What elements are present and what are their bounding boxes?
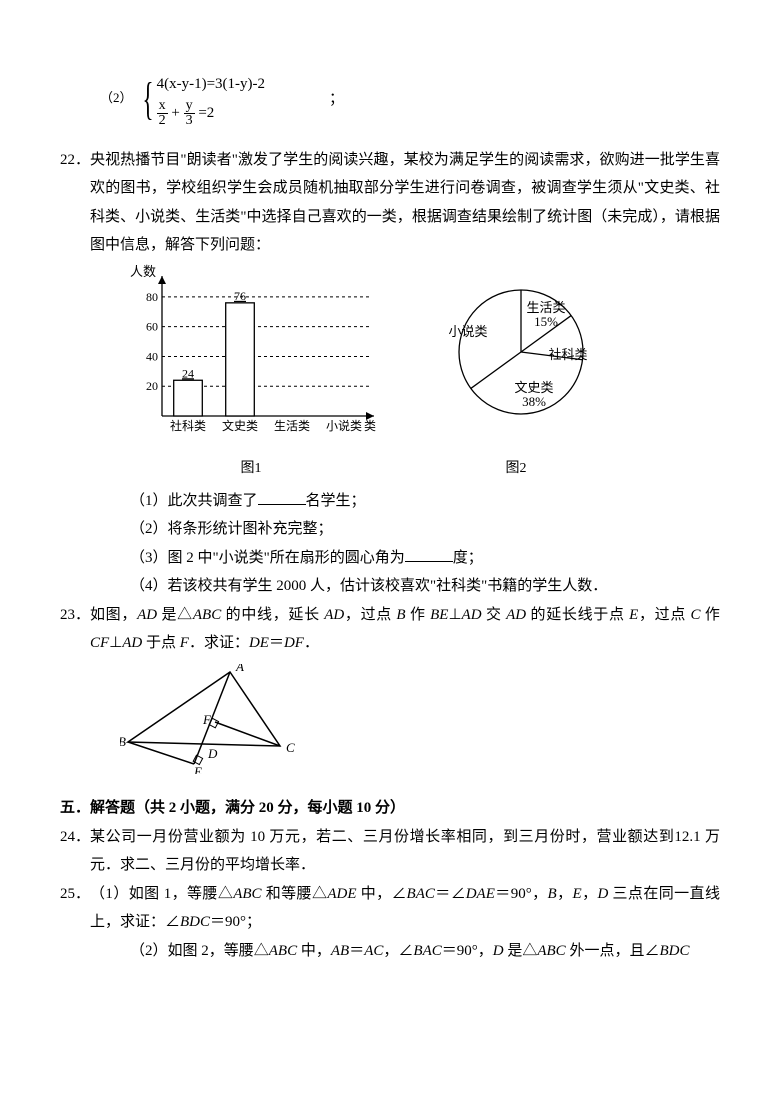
q23-num: 23． — [60, 601, 90, 630]
svg-text:B: B — [120, 734, 126, 749]
bar-label: 图1 — [126, 456, 376, 483]
svg-text:类别: 类别 — [364, 419, 376, 433]
svg-text:A: A — [235, 664, 244, 674]
q24-text: 某公司一月份营业额为 10 万元，若二、三月份增长率相同，到三月份时，营业额达到… — [90, 823, 720, 880]
q22-sub2: （2）将条形统计图补充完整； — [60, 515, 720, 544]
svg-text:76: 76 — [234, 288, 246, 302]
svg-text:人数: 人数 — [130, 264, 156, 279]
svg-text:80: 80 — [146, 289, 158, 303]
q24: 24． 某公司一月份营业额为 10 万元，若二、三月份增长率相同，到三月份时，营… — [60, 823, 720, 880]
pie-chart: 生活类15% 社科类文史类38% 小说类 — [416, 264, 616, 444]
eq-trailer: ； — [329, 85, 344, 114]
section-5: 五．解答题（共 2 小题，满分 20 分，每小题 10 分） — [60, 794, 720, 823]
sub-label: （2） — [100, 86, 133, 111]
eq1: 4(x-y-1)=3(1-y)-2 — [157, 70, 265, 99]
svg-text:文史类: 文史类 — [514, 380, 553, 395]
q22-num: 22． — [60, 146, 90, 175]
svg-text:社科类: 社科类 — [170, 418, 206, 433]
svg-text:38%: 38% — [522, 394, 546, 409]
bar-chart: 人数 20 40 60 80 24 社科类 76 文史类 生活类 小说类类别 — [126, 264, 376, 444]
pie-chart-wrap: 生活类15% 社科类文史类38% 小说类 图2 — [416, 264, 616, 483]
charts-row: 人数2040608024社科类76文史类生活类小说类类别 图1 生活类15%社科… — [126, 264, 720, 483]
svg-text:D: D — [207, 746, 218, 761]
svg-text:F: F — [202, 712, 212, 727]
q23-figure: A B C DE F — [60, 664, 720, 785]
svg-text:文史类: 文史类 — [222, 418, 258, 433]
svg-text:60: 60 — [146, 319, 158, 333]
q25-sub2: （2）如图 2，等腰△ABC 中，AB＝AC，∠BAC＝90°，D 是△ABC … — [60, 937, 720, 966]
svg-text:C: C — [286, 740, 295, 755]
q25: 25． （1）如图 1，等腰△ABC 和等腰△ADE 中，∠BAC＝∠DAE＝9… — [60, 880, 720, 937]
triangle-diagram: A B C DE F — [120, 664, 300, 774]
q23: 23． 如图，AD 是△ABC 的中线，延长 AD，过点 B 作 BE⊥AD 交… — [60, 601, 720, 658]
q22-sub3: （3）图 2 中"小说类"所在扇形的圆心角为度； — [60, 544, 720, 573]
pie-label: 图2 — [416, 456, 616, 483]
q22-sub4: （4）若该校共有学生 2000 人，估计该校喜欢"社科类"书籍的学生人数． — [60, 572, 720, 601]
svg-text:15%: 15% — [534, 314, 558, 329]
svg-text:24: 24 — [182, 366, 194, 380]
svg-text:社科类: 社科类 — [548, 347, 587, 362]
svg-text:20: 20 — [146, 379, 158, 393]
svg-text:小说类: 小说类 — [326, 418, 362, 433]
svg-text:E: E — [193, 764, 202, 774]
equations: 4(x-y-1)=3(1-y)-2 x2 + y3 =2 — [157, 70, 265, 128]
q25-num: 25． — [60, 880, 90, 909]
brace-icon: { — [142, 76, 153, 122]
svg-text:40: 40 — [146, 349, 158, 363]
q24-num: 24． — [60, 823, 90, 852]
eq2: x2 + y3 =2 — [157, 99, 265, 128]
svg-text:小说类: 小说类 — [448, 324, 487, 339]
q22-sub1: （1）此次共调查了名学生； — [60, 487, 720, 516]
q22-text: 央视热播节目"朗读者"激发了学生的阅读兴趣，某校为满足学生的阅读需求，欲购进一批… — [90, 146, 720, 260]
q23-text: 如图，AD 是△ABC 的中线，延长 AD，过点 B 作 BE⊥AD 交 AD … — [90, 601, 720, 658]
q25-sub1: （1）如图 1，等腰△ABC 和等腰△ADE 中，∠BAC＝∠DAE＝90°，B… — [90, 880, 720, 937]
q21-sub2: （2） { 4(x-y-1)=3(1-y)-2 x2 + y3 =2 ； — [60, 70, 720, 128]
blank-2[interactable] — [405, 545, 453, 562]
blank-1[interactable] — [258, 488, 306, 505]
q22: 22． 央视热播节目"朗读者"激发了学生的阅读兴趣，某校为满足学生的阅读需求，欲… — [60, 146, 720, 260]
svg-text:生活类: 生活类 — [526, 300, 565, 315]
bar-chart-wrap: 人数 20 40 60 80 24 社科类 76 文史类 生活类 小说类类别 图1 — [126, 264, 376, 483]
svg-text:生活类: 生活类 — [274, 419, 310, 433]
